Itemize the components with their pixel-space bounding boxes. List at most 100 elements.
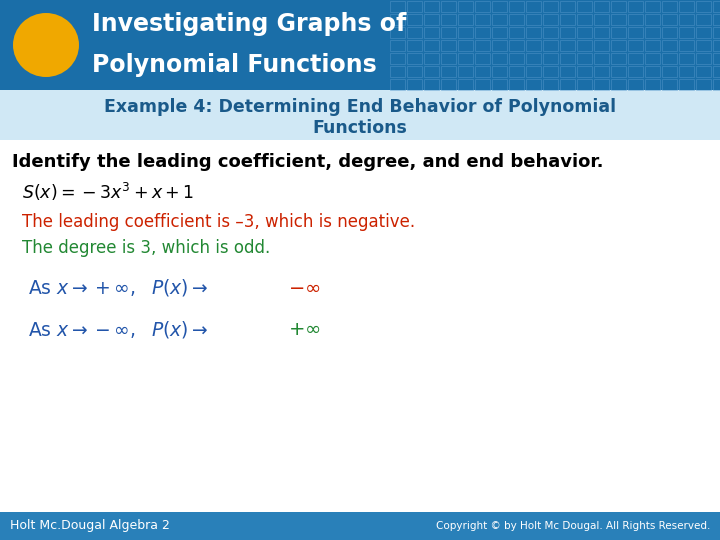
- Bar: [441, 27, 456, 38]
- Bar: [526, 1, 541, 12]
- Bar: [713, 1, 720, 12]
- FancyBboxPatch shape: [0, 512, 720, 540]
- Bar: [611, 79, 626, 90]
- Bar: [713, 66, 720, 77]
- Bar: [509, 40, 524, 51]
- Bar: [509, 79, 524, 90]
- Bar: [509, 27, 524, 38]
- Bar: [458, 66, 473, 77]
- Bar: [492, 40, 507, 51]
- Bar: [713, 40, 720, 51]
- Bar: [679, 66, 694, 77]
- Bar: [696, 14, 711, 25]
- Text: $\mathrm{As}\ x \to +\infty,\ \ P(x) \to\ $: $\mathrm{As}\ x \to +\infty,\ \ P(x) \to…: [28, 278, 209, 299]
- Text: Functions: Functions: [312, 119, 408, 137]
- Bar: [543, 66, 558, 77]
- Bar: [424, 53, 439, 64]
- Bar: [441, 40, 456, 51]
- Bar: [526, 40, 541, 51]
- Bar: [662, 1, 677, 12]
- Bar: [560, 66, 575, 77]
- Bar: [662, 27, 677, 38]
- Bar: [645, 66, 660, 77]
- Bar: [713, 53, 720, 64]
- Bar: [475, 53, 490, 64]
- Bar: [662, 79, 677, 90]
- Bar: [577, 79, 592, 90]
- Bar: [390, 1, 405, 12]
- Bar: [696, 27, 711, 38]
- Bar: [628, 27, 643, 38]
- Bar: [543, 14, 558, 25]
- Bar: [407, 53, 422, 64]
- Bar: [713, 27, 720, 38]
- Bar: [407, 40, 422, 51]
- Bar: [458, 53, 473, 64]
- Bar: [492, 14, 507, 25]
- Text: $-\infty$: $-\infty$: [288, 279, 320, 297]
- Bar: [441, 79, 456, 90]
- Bar: [458, 79, 473, 90]
- Bar: [475, 27, 490, 38]
- Bar: [390, 53, 405, 64]
- Bar: [645, 1, 660, 12]
- Bar: [543, 27, 558, 38]
- Bar: [594, 53, 609, 64]
- Bar: [611, 27, 626, 38]
- Text: The degree is 3, which is odd.: The degree is 3, which is odd.: [22, 239, 270, 257]
- Bar: [679, 40, 694, 51]
- Bar: [560, 53, 575, 64]
- Bar: [492, 66, 507, 77]
- Bar: [526, 66, 541, 77]
- Bar: [696, 66, 711, 77]
- Bar: [458, 1, 473, 12]
- Bar: [577, 40, 592, 51]
- Bar: [645, 14, 660, 25]
- Bar: [611, 40, 626, 51]
- Bar: [645, 27, 660, 38]
- Ellipse shape: [13, 13, 79, 77]
- Bar: [509, 1, 524, 12]
- Bar: [594, 79, 609, 90]
- Text: Investigating Graphs of: Investigating Graphs of: [92, 12, 406, 36]
- Bar: [441, 66, 456, 77]
- Bar: [424, 1, 439, 12]
- Bar: [594, 14, 609, 25]
- Bar: [492, 53, 507, 64]
- Text: Example 4: Determining End Behavior of Polynomial: Example 4: Determining End Behavior of P…: [104, 98, 616, 116]
- Bar: [560, 14, 575, 25]
- Bar: [679, 79, 694, 90]
- Text: $\mathrm{As}\ x \to -\infty,\ \ P(x) \to\ $: $\mathrm{As}\ x \to -\infty,\ \ P(x) \to…: [28, 320, 209, 341]
- Bar: [577, 14, 592, 25]
- Bar: [526, 53, 541, 64]
- Bar: [611, 53, 626, 64]
- Bar: [679, 1, 694, 12]
- Bar: [611, 66, 626, 77]
- Bar: [662, 14, 677, 25]
- Bar: [407, 79, 422, 90]
- Bar: [441, 1, 456, 12]
- Bar: [492, 79, 507, 90]
- Bar: [509, 53, 524, 64]
- Bar: [407, 27, 422, 38]
- Bar: [390, 27, 405, 38]
- Bar: [543, 1, 558, 12]
- Bar: [662, 53, 677, 64]
- Bar: [526, 79, 541, 90]
- Bar: [645, 53, 660, 64]
- Text: $S(x) = -3x^3 + x + 1$: $S(x) = -3x^3 + x + 1$: [22, 181, 194, 203]
- Bar: [628, 53, 643, 64]
- Bar: [662, 40, 677, 51]
- Bar: [424, 66, 439, 77]
- Bar: [560, 27, 575, 38]
- Bar: [679, 53, 694, 64]
- Bar: [475, 79, 490, 90]
- Bar: [441, 53, 456, 64]
- Bar: [628, 1, 643, 12]
- Text: Polynomial Functions: Polynomial Functions: [92, 53, 377, 77]
- Bar: [577, 66, 592, 77]
- FancyBboxPatch shape: [0, 0, 720, 90]
- Bar: [560, 79, 575, 90]
- Bar: [475, 14, 490, 25]
- Bar: [424, 79, 439, 90]
